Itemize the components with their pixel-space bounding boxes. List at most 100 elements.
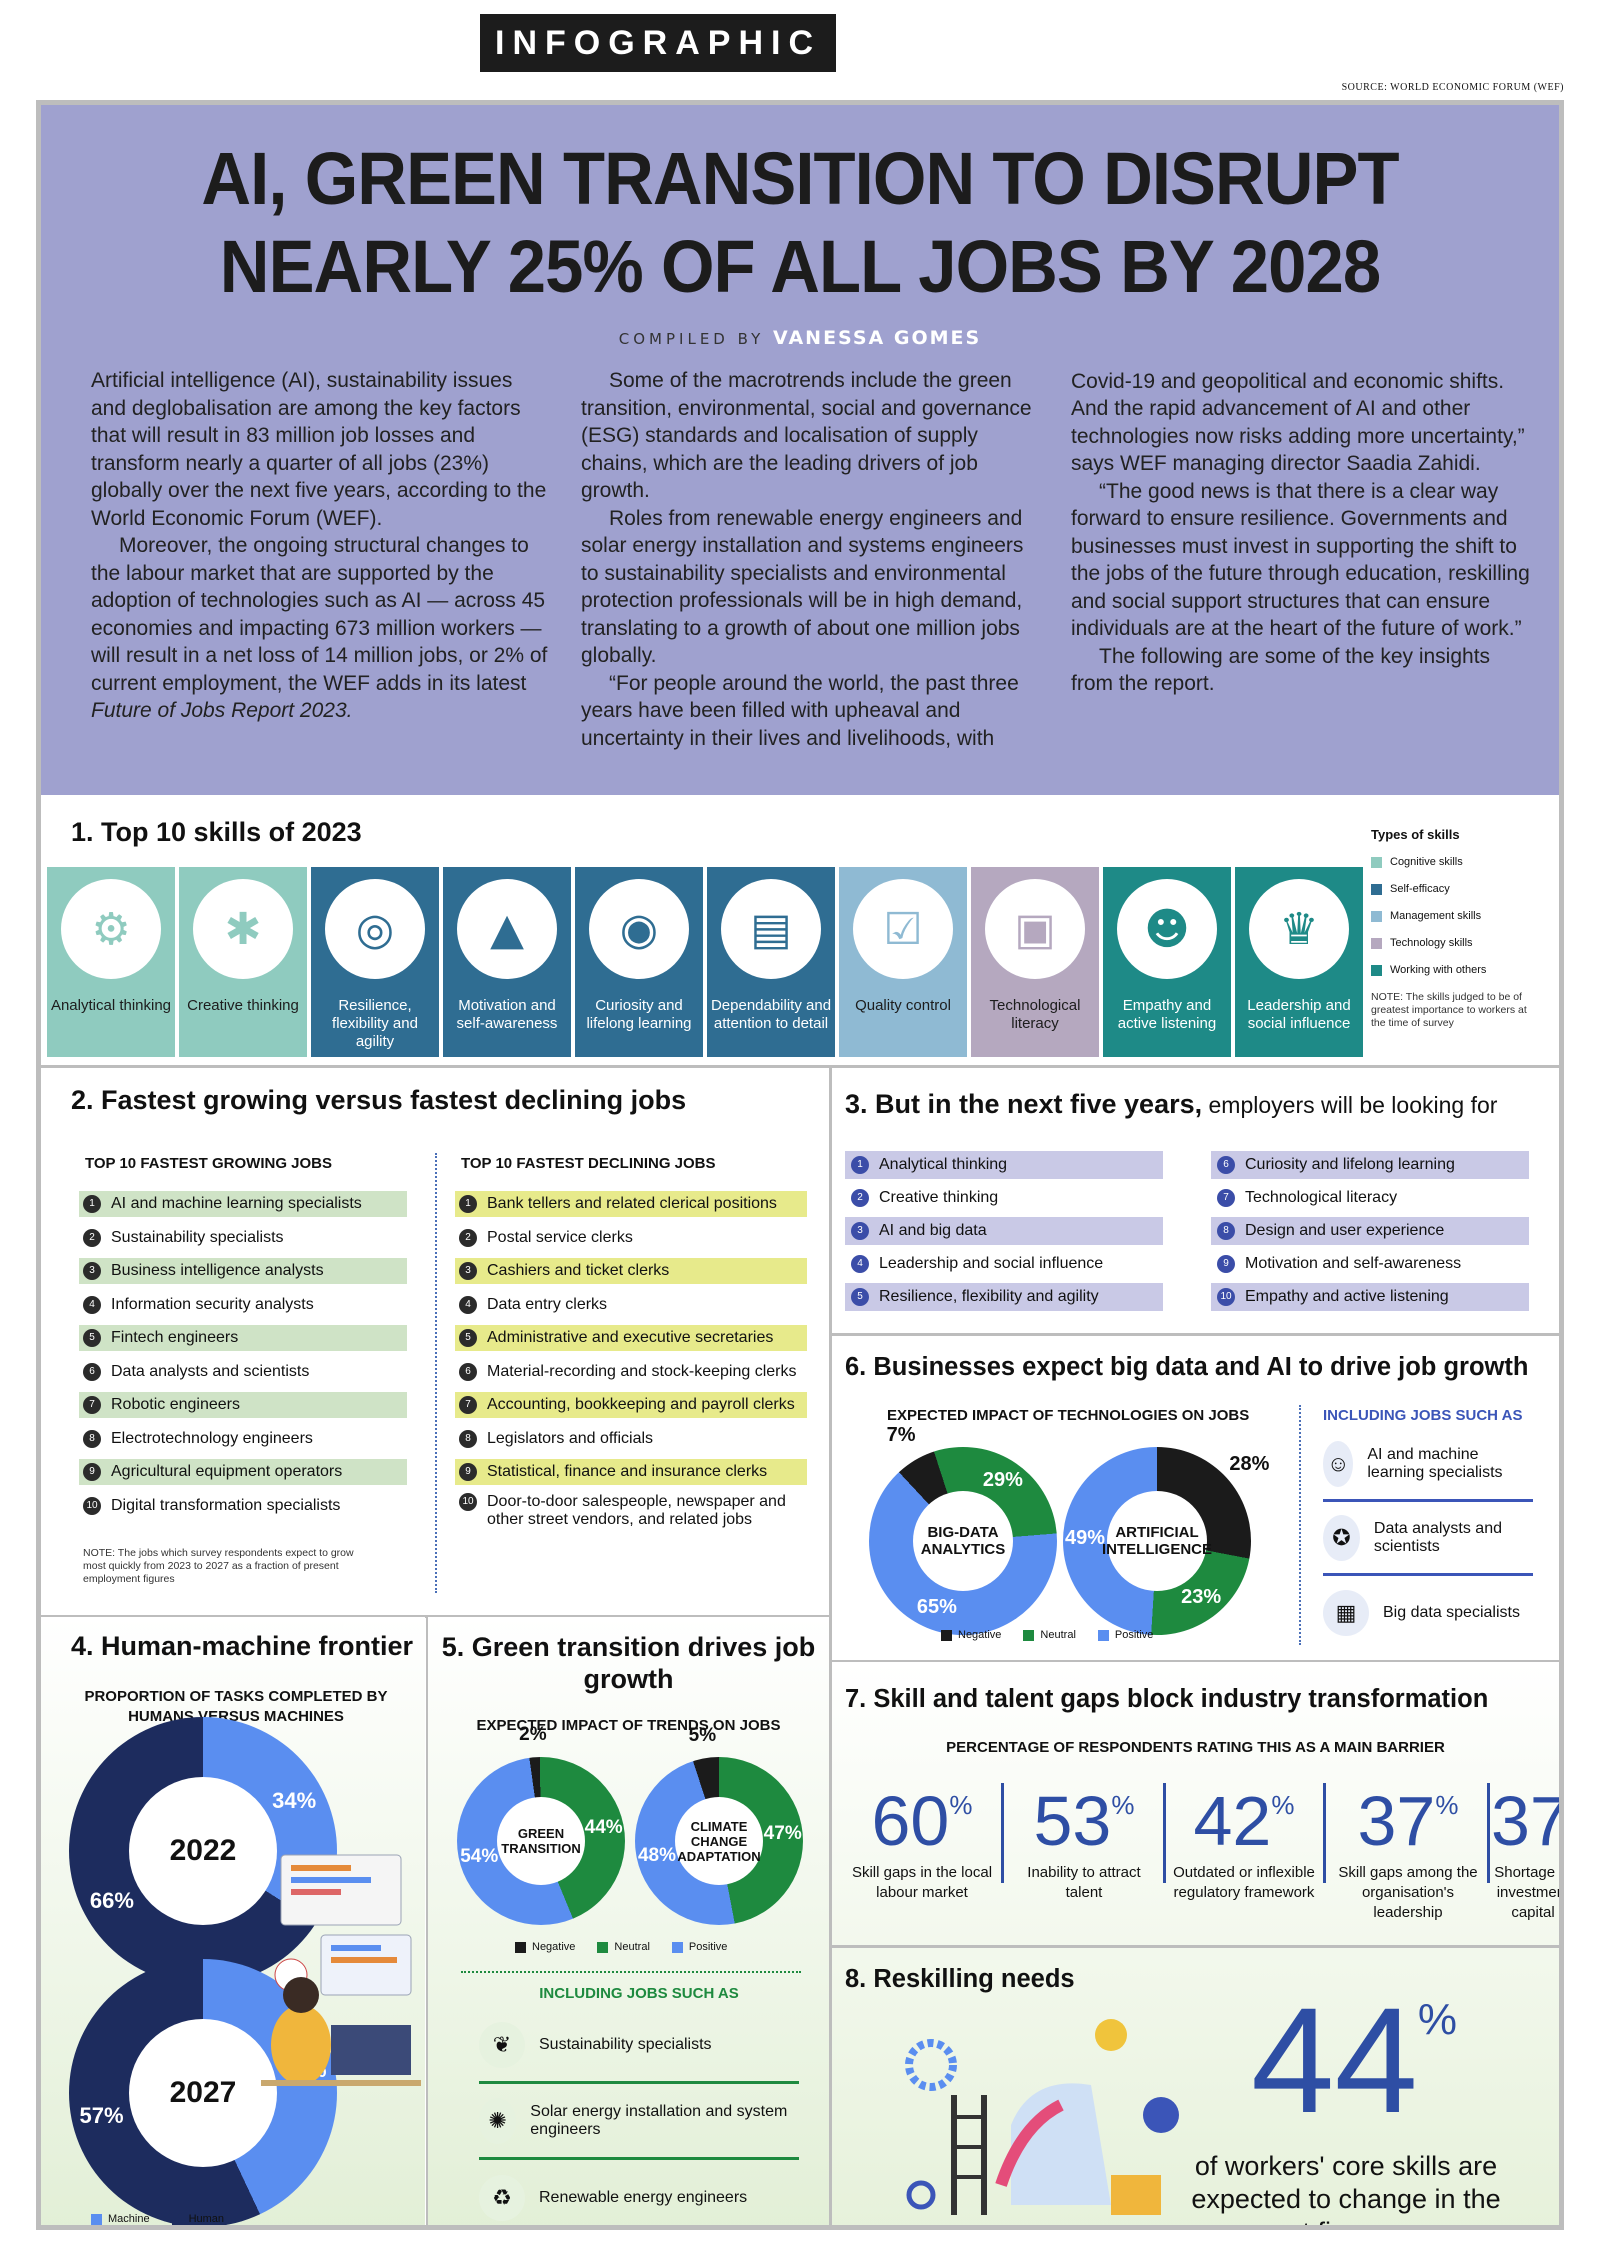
legend-label: Neutral bbox=[1040, 1629, 1076, 1641]
legend-swatch bbox=[515, 1941, 526, 1953]
future-skill-label: Analytical thinking bbox=[879, 1156, 1008, 1173]
skill-card: ♛ Leadership and social influence bbox=[1235, 867, 1363, 1057]
rank-badge: 3 bbox=[851, 1222, 869, 1240]
barrier-stat: 37%Shortage of investment capital bbox=[1491, 1782, 1564, 1923]
legend-label: Working with others bbox=[1390, 964, 1487, 976]
divider bbox=[41, 1615, 829, 1618]
future-skill-item: 4 Leadership and social influence bbox=[845, 1250, 1163, 1278]
skill-types-legend: Types of skills Cognitive skills Self-eff… bbox=[1371, 827, 1531, 1030]
skill-card: ▲ Motivation and self-awareness bbox=[443, 867, 571, 1057]
divider bbox=[832, 1945, 1559, 1948]
skills-row: ⚙ Analytical thinking ✱ Creative thinking ◎ R… bbox=[47, 867, 1363, 1057]
donut-value-label: 48% bbox=[637, 1845, 677, 1867]
section-2-title: 2. Fastest growing versus fastest declin… bbox=[71, 1085, 687, 1115]
section-4-legend: Machine Human bbox=[91, 2213, 224, 2225]
job-item: 7 Accounting, bookkeeping and payroll cle… bbox=[455, 1392, 807, 1418]
rank-badge: 2 bbox=[459, 1228, 477, 1247]
skill-card: ☑ Quality control bbox=[839, 867, 967, 1057]
skill-card: ☻ Empathy and active listening bbox=[1103, 867, 1231, 1057]
divider bbox=[829, 1065, 832, 2225]
donut-value: 5 bbox=[688, 1724, 700, 1746]
legend-label: Positive bbox=[1114, 1629, 1154, 1641]
legend-swatch bbox=[1371, 964, 1382, 976]
divider bbox=[41, 1065, 1559, 1068]
server-icon: ▦ bbox=[1323, 1590, 1369, 1636]
rank-badge: 9 bbox=[83, 1463, 101, 1481]
barrier-label: Outdated or inflexible regulatory framew… bbox=[1173, 1864, 1315, 1901]
human-machine-2022-donut: 2022 34% 66% bbox=[69, 1717, 337, 1985]
skill-label: Creative thinking bbox=[187, 997, 299, 1014]
donut-ring: 2022 bbox=[69, 1717, 337, 1985]
future-skill-label: Resilience, flexibility and agility bbox=[879, 1288, 1099, 1305]
barrier-label: Shortage of investment capital bbox=[1494, 1864, 1564, 1921]
future-skill-item: 8 Design and user experience bbox=[1211, 1217, 1529, 1245]
job-label: Door-to-door salespeople, newspaper and … bbox=[487, 1492, 786, 1528]
including-job-item: ▦ Big data specialists bbox=[1323, 1576, 1533, 1650]
donut-value-label: 47% bbox=[763, 1823, 802, 1845]
job-label: Robotic engineers bbox=[111, 1396, 240, 1413]
section-5-subtitle: EXPECTED IMPACT OF TRENDS ON JOBS bbox=[476, 1717, 781, 1734]
future-skill-label: Technological literacy bbox=[1245, 1189, 1398, 1206]
including-jobs-title: INCLUDING JOBS SUCH AS bbox=[539, 1985, 739, 2002]
intro-paragraph: “For people around the world, the past t… bbox=[1071, 287, 1525, 476]
donut-value: 28 bbox=[1229, 1452, 1252, 1475]
stat-separator bbox=[1323, 1783, 1326, 1883]
donut-value-label: 65% bbox=[916, 1596, 957, 1619]
declining-jobs-title: TOP 10 FASTEST DECLINING JOBS bbox=[461, 1155, 716, 1172]
headline: AI, GREEN TRANSITION TO DISRUPT NEARLY 2… bbox=[201, 137, 1399, 308]
including-job-label: Solar energy installation and system eng… bbox=[530, 2102, 788, 2138]
robot-icon: ☺ bbox=[1323, 1440, 1354, 1487]
job-item: 3 Business intelligence analysts bbox=[79, 1258, 407, 1284]
rank-badge: 8 bbox=[459, 1429, 477, 1448]
legend-label: Negative bbox=[532, 1941, 576, 1953]
intro-paragraph: Roles from renewable energy engineers an… bbox=[581, 506, 1024, 668]
including-job-item: ❦ Sustainability specialists bbox=[479, 2008, 799, 2084]
divider bbox=[832, 1660, 1559, 1663]
barrier-value: 37% bbox=[1357, 1782, 1459, 1860]
section-7-title: 7. Skill and talent gaps block industry … bbox=[845, 1685, 1489, 1713]
reskilling-value: 44% bbox=[1251, 1976, 1457, 2144]
job-item: 10 Door-to-door salespeople, newspaper an… bbox=[455, 1492, 807, 1533]
including-job-label: Sustainability specialists bbox=[539, 2035, 712, 2053]
intro-paragraph: Artificial intelligence (AI), sustainabi… bbox=[91, 369, 547, 530]
climate-adaptation-donut: CLIMATE CHANGE ADAPTATION 5% 47% 48% bbox=[635, 1725, 803, 1925]
plan-board-icon: ▤ bbox=[721, 879, 821, 979]
legend-label: Positive bbox=[688, 1941, 728, 1953]
donut-center-label: CLIMATE CHANGE ADAPTATION bbox=[675, 1797, 763, 1885]
legend-swatch bbox=[1371, 910, 1382, 922]
job-label: Electrotechnology engineers bbox=[111, 1429, 313, 1447]
rank-badge: 7 bbox=[1217, 1189, 1235, 1207]
donut-value: 65 bbox=[916, 1596, 940, 1619]
donut-ring: ARTIFICIAL INTELLIGENCE bbox=[1063, 1447, 1251, 1635]
atom-globe-icon: ✺ bbox=[479, 2097, 517, 2144]
barrier-label: Inability to attract talent bbox=[1027, 1864, 1141, 1901]
skill-card: ▣ Technological literacy bbox=[971, 867, 1099, 1057]
skill-card: ▤ Dependability and attention to detail bbox=[707, 867, 835, 1057]
future-skill-item: 1 Analytical thinking bbox=[845, 1151, 1163, 1179]
barrier-value: 60% bbox=[871, 1782, 973, 1860]
intro-paragraph: The following are some of the key insigh… bbox=[1071, 644, 1491, 696]
barrier-value: 37% bbox=[1491, 1782, 1564, 1860]
skill-label: Curiosity and lifelong learning bbox=[586, 997, 692, 1032]
barrier-stat: 37% Skill gaps among the organisation's l… bbox=[1333, 1785, 1483, 1923]
skill-label: Motivation and self-awareness bbox=[456, 997, 558, 1032]
rank-badge: 5 bbox=[83, 1329, 101, 1347]
donut-value: 23 bbox=[1181, 1585, 1204, 1608]
person-at-computer-illustration bbox=[261, 1854, 421, 2086]
rank-badge: 10 bbox=[459, 1492, 477, 1511]
job-item: 2 Sustainability specialists bbox=[79, 1225, 407, 1251]
including-job-item: ♻ Renewable energy engineers bbox=[479, 2160, 799, 2225]
donut-value: 49 bbox=[1065, 1526, 1088, 1549]
section-1-title: 1. Top 10 skills of 2023 bbox=[71, 817, 362, 847]
legend-item: Cognitive skills bbox=[1371, 856, 1531, 868]
donut-value-label: 29% bbox=[982, 1469, 1023, 1492]
intro-paragraph: Some of the macrotrends include the gree… bbox=[581, 369, 1032, 502]
barrier-stat: 42% Outdated or inflexible regulatory fra… bbox=[1169, 1785, 1319, 1903]
legend-label: Self-efficacy bbox=[1390, 883, 1450, 895]
head-gears-icon: ⚙ bbox=[61, 879, 161, 979]
jobs-note: NOTE: The jobs which survey respondents … bbox=[83, 1547, 354, 1585]
legend-label: Technology skills bbox=[1390, 937, 1473, 949]
donut-value-label: 2% bbox=[519, 1723, 547, 1745]
job-item: 1 AI and machine learning specialists bbox=[79, 1191, 407, 1217]
including-job-item: ✪ Data analysts and scientists bbox=[1323, 1502, 1533, 1576]
